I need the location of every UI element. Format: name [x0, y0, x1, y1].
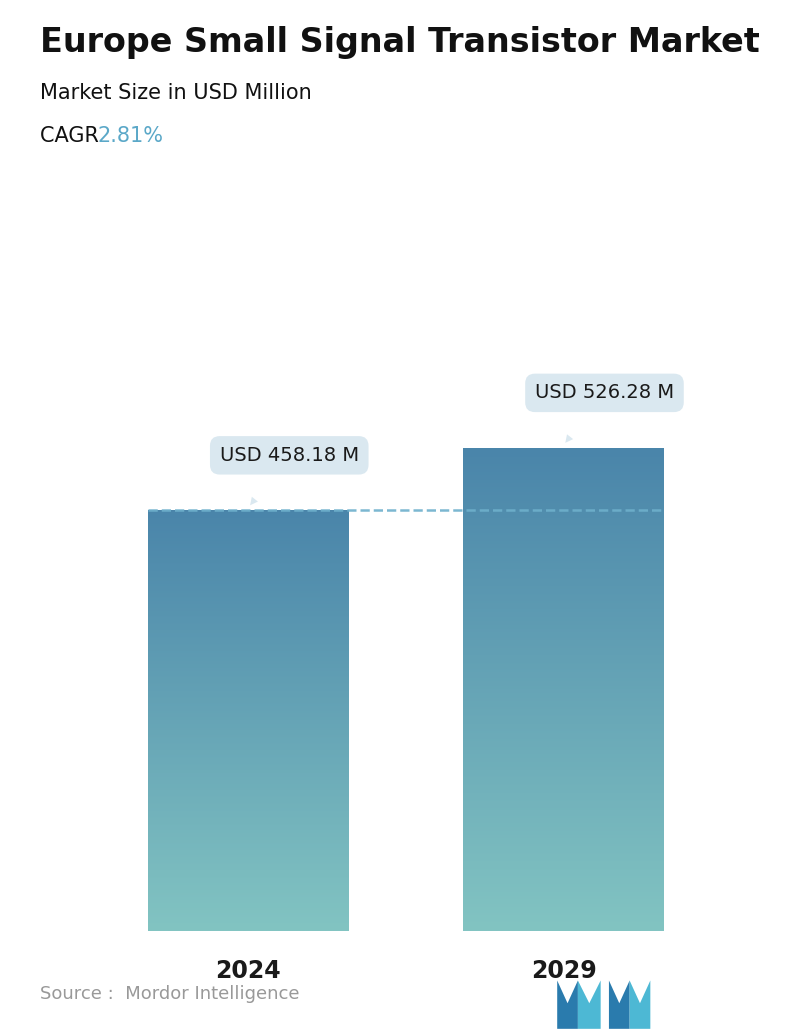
Text: CAGR: CAGR: [40, 126, 105, 146]
Text: 2029: 2029: [531, 960, 596, 983]
Text: USD 458.18 M: USD 458.18 M: [220, 446, 359, 506]
Text: 2.81%: 2.81%: [97, 126, 163, 146]
Polygon shape: [630, 980, 650, 1029]
Text: Europe Small Signal Transistor Market: Europe Small Signal Transistor Market: [40, 26, 759, 59]
Text: 2024: 2024: [216, 960, 281, 983]
Polygon shape: [557, 980, 578, 1029]
Text: Source :  Mordor Intelligence: Source : Mordor Intelligence: [40, 985, 299, 1003]
Polygon shape: [609, 980, 630, 1029]
Text: USD 526.28 M: USD 526.28 M: [535, 384, 674, 443]
Text: Market Size in USD Million: Market Size in USD Million: [40, 83, 311, 102]
Polygon shape: [578, 980, 601, 1029]
